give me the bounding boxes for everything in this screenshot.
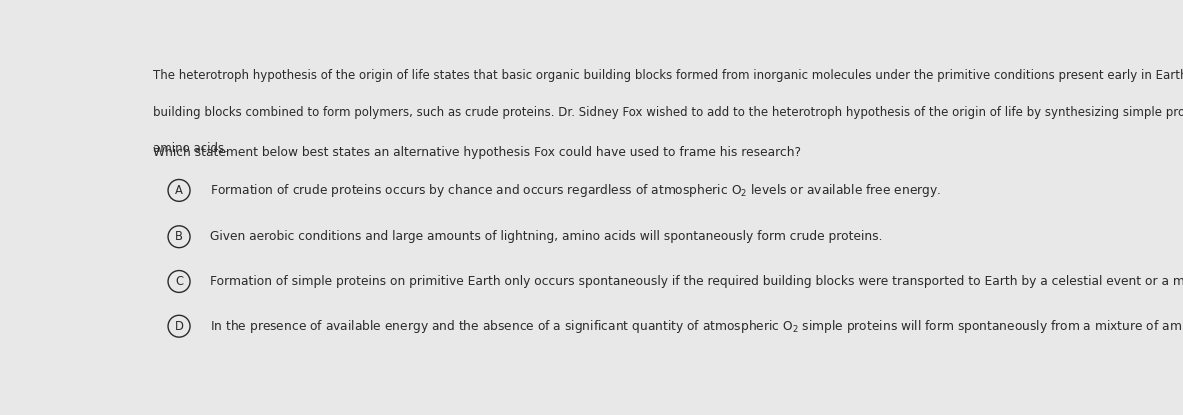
Text: Formation of simple proteins on primitive Earth only occurs spontaneously if the: Formation of simple proteins on primitiv… (211, 275, 1183, 288)
Text: A: A (175, 184, 183, 197)
Text: B: B (175, 230, 183, 243)
Text: The heterotroph hypothesis of the origin of life states that basic organic build: The heterotroph hypothesis of the origin… (154, 69, 1183, 82)
Text: Formation of crude proteins occurs by chance and occurs regardless of atmospheri: Formation of crude proteins occurs by ch… (211, 182, 942, 199)
Text: In the presence of available energy and the absence of a significant quantity of: In the presence of available energy and … (211, 318, 1183, 335)
Text: building blocks combined to form polymers, such as crude proteins. Dr. Sidney Fo: building blocks combined to form polymer… (154, 106, 1183, 119)
Text: Which statement below best states an alternative hypothesis Fox could have used : Which statement below best states an alt… (154, 146, 801, 159)
Text: Given aerobic conditions and large amounts of lightning, amino acids will sponta: Given aerobic conditions and large amoun… (211, 230, 883, 243)
Text: C: C (175, 275, 183, 288)
Text: amino acids.: amino acids. (154, 142, 228, 156)
Text: D: D (175, 320, 183, 333)
